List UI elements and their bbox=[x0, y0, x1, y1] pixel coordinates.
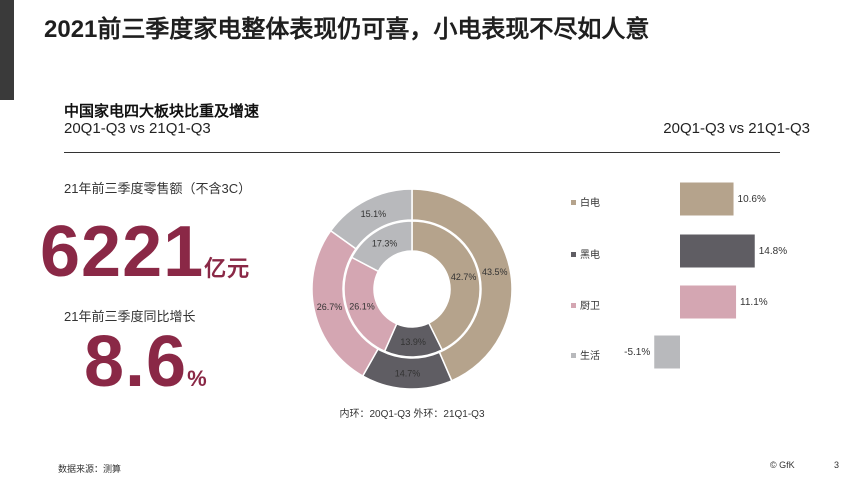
donut-caption: 内环：20Q1-Q3 外环：21Q1-Q3 bbox=[339, 407, 484, 420]
donut-inner-label-2: 26.1% bbox=[349, 301, 375, 311]
bar-0 bbox=[680, 182, 734, 216]
donut-inner-label-1: 13.9% bbox=[400, 337, 426, 347]
retail-sales-value: 6221亿元 bbox=[40, 216, 250, 305]
page-number: 3 bbox=[834, 460, 840, 470]
growth-unit: % bbox=[187, 366, 208, 391]
section-title: 中国家电四大板块比重及增速 bbox=[64, 103, 260, 120]
donut-outer-label-2: 26.7% bbox=[317, 302, 343, 312]
growth-number: 8.6 bbox=[84, 322, 188, 402]
bar-2 bbox=[680, 285, 737, 319]
copyright: © GfK bbox=[770, 460, 795, 470]
slide-title: 2021前三季度家电整体表现仍可喜，小电表现不尽如人意 bbox=[44, 16, 650, 43]
donut-outer-label-3: 15.1% bbox=[361, 209, 387, 219]
bar-category-label-2: 厨卫 bbox=[580, 300, 600, 312]
bar-value-label-2: 11.1% bbox=[740, 297, 768, 308]
donut-inner-label-3: 17.3% bbox=[372, 239, 398, 249]
growth-value: 8.6% bbox=[84, 326, 208, 415]
donut-inner-label-0: 42.7% bbox=[451, 272, 477, 282]
bar-category-label-3: 生活 bbox=[580, 349, 600, 362]
legend-swatch-3 bbox=[571, 353, 576, 358]
retail-sales-number: 6221 bbox=[40, 212, 205, 292]
donut-outer-slice-0 bbox=[411, 188, 513, 382]
accent-bar bbox=[0, 0, 14, 100]
donut-inner-slice-0 bbox=[411, 220, 481, 351]
section-subtitle: 20Q1-Q3 vs 21Q1-Q3 bbox=[64, 120, 211, 137]
bar-value-label-1: 14.8% bbox=[759, 246, 787, 257]
growth-label: 21年前三季度同比增长 bbox=[64, 309, 196, 324]
bar-category-label-1: 黑电 bbox=[580, 248, 600, 261]
bar-value-label-3: -5.1% bbox=[624, 347, 650, 358]
donut-outer-slice-3 bbox=[329, 188, 413, 250]
legend-swatch-0 bbox=[571, 200, 576, 205]
divider-line bbox=[64, 152, 780, 153]
retail-sales-label: 21年前三季度零售额（不含3C） bbox=[64, 181, 252, 196]
legend-swatch-1 bbox=[571, 252, 576, 257]
bar-value-label-0: 10.6% bbox=[738, 194, 766, 205]
bar-1 bbox=[680, 234, 755, 268]
donut-outer-label-1: 14.7% bbox=[395, 368, 421, 378]
donut-outer-label-0: 43.5% bbox=[482, 267, 508, 277]
legend-swatch-2 bbox=[571, 303, 576, 308]
bar-category-label-0: 白电 bbox=[580, 196, 600, 209]
data-source: 数据来源：测算 bbox=[58, 464, 122, 474]
bar-chart-subtitle: 20Q1-Q3 vs 21Q1-Q3 bbox=[663, 120, 810, 137]
bar-3 bbox=[654, 335, 680, 369]
retail-sales-unit: 亿元 bbox=[204, 256, 251, 281]
donut-inner-slice-3 bbox=[350, 220, 413, 273]
